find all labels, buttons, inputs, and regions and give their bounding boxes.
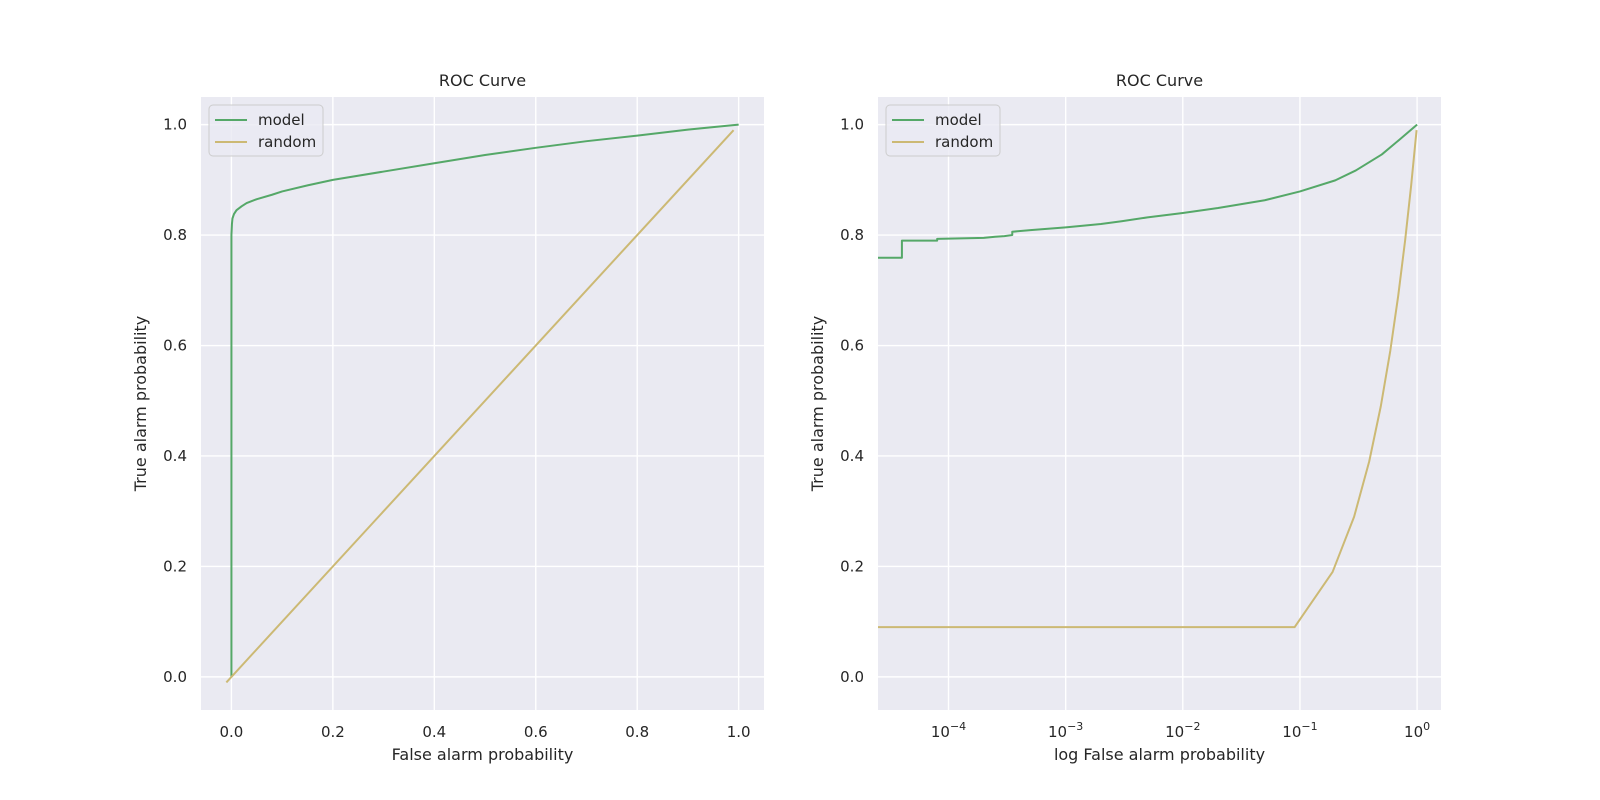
y-tick-label: 0.8 bbox=[840, 226, 864, 244]
series-line-random bbox=[878, 130, 1418, 629]
y-tick-label: 0.4 bbox=[840, 447, 864, 465]
series-line-model bbox=[230, 123, 739, 677]
series-line-model bbox=[878, 123, 1418, 259]
y-tick-label: 0.0 bbox=[163, 668, 187, 686]
y-axis-label: True alarm probability bbox=[131, 316, 150, 492]
y-tick-label: 0.2 bbox=[163, 557, 187, 575]
y-axis-label: True alarm probability bbox=[808, 316, 827, 492]
legend-frame bbox=[885, 104, 1001, 157]
legend-frame bbox=[208, 104, 324, 157]
chart-title: ROC Curve bbox=[439, 71, 526, 90]
x-tick-label: 0.0 bbox=[220, 723, 244, 741]
x-axis-label: False alarm probability bbox=[392, 745, 574, 764]
x-axis-label: log False alarm probability bbox=[1054, 745, 1265, 764]
chart-title: ROC Curve bbox=[1116, 71, 1203, 90]
x-tick-label: 10−3 bbox=[1048, 720, 1083, 741]
y-tick-label: 0.8 bbox=[163, 226, 187, 244]
series-line-random bbox=[225, 129, 735, 684]
legend-label-model: model bbox=[935, 111, 982, 129]
y-tick-label: 0.0 bbox=[840, 668, 864, 686]
y-tick-label: 1.0 bbox=[840, 116, 864, 134]
x-tick-label: 0.4 bbox=[422, 723, 446, 741]
roc-log-panel: 0.0 0.2 0.4 0.6 0.8 1.0 10−4 10−3 10−2 10−1 100 log… bbox=[808, 71, 1441, 764]
x-tick-label: 10−4 bbox=[931, 720, 966, 741]
legend-label-random: random bbox=[935, 133, 993, 151]
legend-label-model: model bbox=[258, 111, 305, 129]
legend-label-random: random bbox=[258, 133, 316, 151]
x-tick-label: 10−1 bbox=[1282, 720, 1317, 741]
plot-area bbox=[878, 97, 1441, 710]
x-tick-label: 100 bbox=[1404, 720, 1430, 741]
legend: model random bbox=[885, 104, 1001, 157]
x-tick-label: 0.8 bbox=[625, 723, 649, 741]
y-tick-label: 0.6 bbox=[840, 337, 864, 355]
x-tick-label: 0.2 bbox=[321, 723, 345, 741]
y-tick-label: 0.2 bbox=[840, 557, 864, 575]
y-tick-label: 1.0 bbox=[163, 116, 187, 134]
x-tick-label: 10−2 bbox=[1165, 720, 1200, 741]
roc-linear-panel: 0.0 0.2 0.4 0.6 0.8 1.0 0.0 0.2 0.4 0.6 0.8 1.0 Fals… bbox=[131, 71, 764, 764]
y-tick-label: 0.6 bbox=[163, 337, 187, 355]
legend: model random bbox=[208, 104, 324, 157]
x-tick-label: 0.6 bbox=[524, 723, 548, 741]
x-tick-label: 1.0 bbox=[727, 723, 751, 741]
y-tick-label: 0.4 bbox=[163, 447, 187, 465]
